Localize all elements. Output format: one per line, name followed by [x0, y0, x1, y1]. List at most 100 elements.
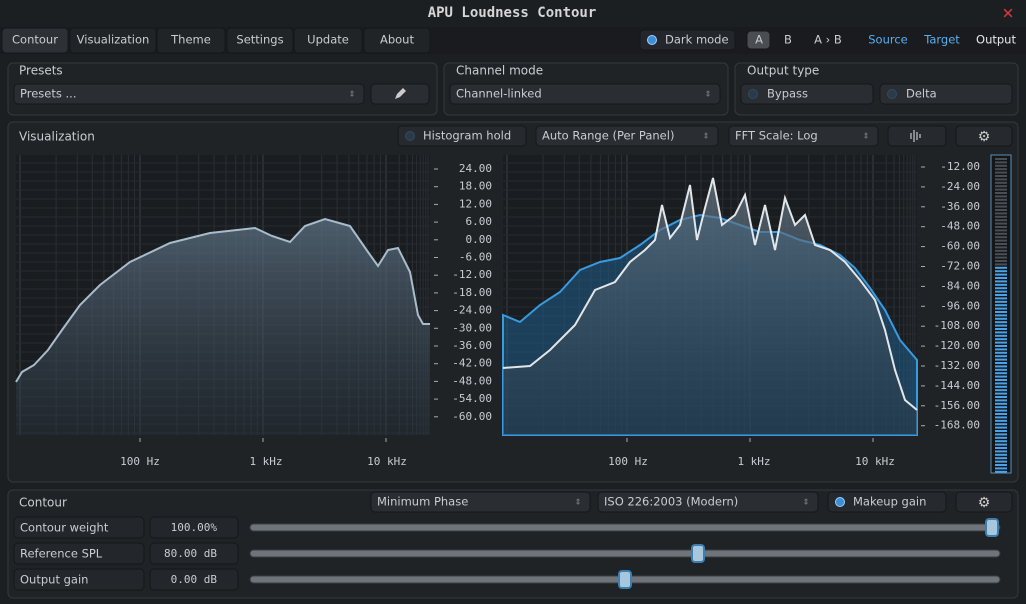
slider-knob[interactable]: [618, 570, 632, 589]
edit-icon: [395, 88, 406, 99]
y-tick-label: 18.00: [459, 180, 492, 193]
meter-segment: [995, 290, 1007, 293]
param-name: Contour weight: [20, 521, 109, 535]
meter-segment: [995, 436, 1007, 439]
param-name-box: [13, 568, 145, 591]
freq-label: 10 kHz: [367, 455, 407, 468]
view-button[interactable]: Source: [868, 33, 908, 47]
meter-segment: [995, 382, 1007, 385]
meter-segment: [995, 226, 1007, 228]
meter-segment: [995, 423, 1007, 426]
view-button[interactable]: Output: [976, 33, 1016, 47]
tab-label: About: [380, 33, 414, 47]
dropdown-arrow: ⇕: [705, 90, 712, 99]
slider-knob[interactable]: [691, 544, 705, 563]
meter-segment: [995, 453, 1007, 456]
output-type-option[interactable]: [879, 83, 1013, 105]
param-value: 80.00 dB: [164, 547, 217, 560]
tab[interactable]: [1, 27, 69, 54]
freq-label: 1 kHz: [737, 455, 770, 468]
param-value-box[interactable]: [149, 516, 239, 539]
close-button[interactable]: ✕: [1002, 5, 1015, 23]
meter-segment: [995, 164, 1007, 167]
y-tick-label: -156.00: [934, 399, 980, 412]
settings-button[interactable]: [955, 491, 1013, 513]
meter-segment: [995, 389, 1007, 392]
meter-segment: [995, 270, 1007, 273]
meter-segment: [995, 185, 1007, 188]
meter-segment: [995, 338, 1007, 341]
output-type-option[interactable]: [740, 83, 874, 105]
tab[interactable]: [156, 27, 226, 54]
meter-segment: [995, 294, 1007, 296]
dropdown-value: ISO 226:2003 (Modern): [604, 495, 738, 509]
meter-segment: [995, 460, 1007, 463]
freq-label: 100 Hz: [608, 455, 648, 468]
ab-label: A: [755, 33, 763, 47]
param-value-box[interactable]: [149, 568, 239, 591]
gear-icon: ⚙: [978, 129, 991, 145]
meter-segment: [995, 239, 1007, 242]
ab-button[interactable]: [746, 30, 771, 50]
curve-fill: [16, 219, 430, 435]
dropdown-value: Channel-linked: [456, 87, 542, 101]
dropdown[interactable]: [728, 125, 879, 147]
dropdown[interactable]: [13, 83, 365, 105]
histogram-hold-toggle[interactable]: [397, 125, 527, 147]
meter-segment: [995, 212, 1007, 215]
y-tick-label: -36.00: [452, 339, 492, 352]
ab-label: A › B: [814, 33, 842, 47]
param-name-box: [13, 542, 145, 565]
meter-segment: [995, 385, 1007, 388]
meter-segment: [995, 324, 1007, 327]
meter-segment: [995, 372, 1007, 375]
meter-segment: [995, 198, 1007, 201]
meter-segment: [995, 416, 1007, 419]
dropdown-value: Presets ...: [20, 87, 76, 101]
makeup-gain-toggle[interactable]: [827, 491, 947, 513]
view-button[interactable]: Target: [923, 33, 960, 47]
meter-segment: [995, 178, 1007, 181]
tab[interactable]: [293, 27, 363, 54]
meter-segment: [995, 396, 1007, 398]
radio-dot: [887, 89, 897, 99]
slider-knob[interactable]: [985, 518, 999, 537]
toggle-label: Histogram hold: [423, 129, 511, 143]
dropdown[interactable]: [535, 125, 719, 147]
meter-segment: [995, 399, 1007, 402]
slider-track[interactable]: [249, 523, 1001, 532]
y-tick-label: -24.00: [940, 180, 980, 193]
param-name: Reference SPL: [20, 547, 103, 561]
meter-segment: [995, 351, 1007, 354]
y-tick-label: 12.00: [459, 197, 492, 210]
meter-segment: [995, 440, 1007, 443]
dropdown[interactable]: [597, 491, 819, 513]
y-tick-label: 6.00: [466, 215, 493, 228]
dark-mode-toggle[interactable]: [639, 29, 736, 51]
radio-dot: [748, 89, 758, 99]
slider-track[interactable]: [249, 549, 1001, 558]
meter-segment: [995, 328, 1007, 330]
panel: [7, 489, 1019, 599]
meter-segment: [995, 457, 1007, 460]
y-tick-label: -60.00: [940, 240, 980, 253]
meter-segment: [995, 314, 1007, 317]
y-tick-label: -84.00: [940, 279, 980, 292]
radio-dot: [405, 131, 415, 141]
param-value-box[interactable]: [149, 542, 239, 565]
settings-button[interactable]: [955, 125, 1013, 147]
meter-segment: [995, 311, 1007, 313]
y-tick-label: -12.00: [940, 160, 980, 173]
meter-segment: [995, 413, 1007, 415]
meter-segment: [995, 362, 1007, 364]
tab[interactable]: [226, 27, 294, 54]
tab[interactable]: [69, 27, 157, 54]
meter-segment: [995, 379, 1007, 381]
dropdown[interactable]: [370, 491, 591, 513]
dropdown[interactable]: [449, 83, 721, 105]
meter-segment: [995, 256, 1007, 259]
param-value: 0.00 dB: [171, 573, 218, 586]
y-tick-label: -12.00: [452, 268, 492, 281]
tab[interactable]: [363, 27, 431, 54]
